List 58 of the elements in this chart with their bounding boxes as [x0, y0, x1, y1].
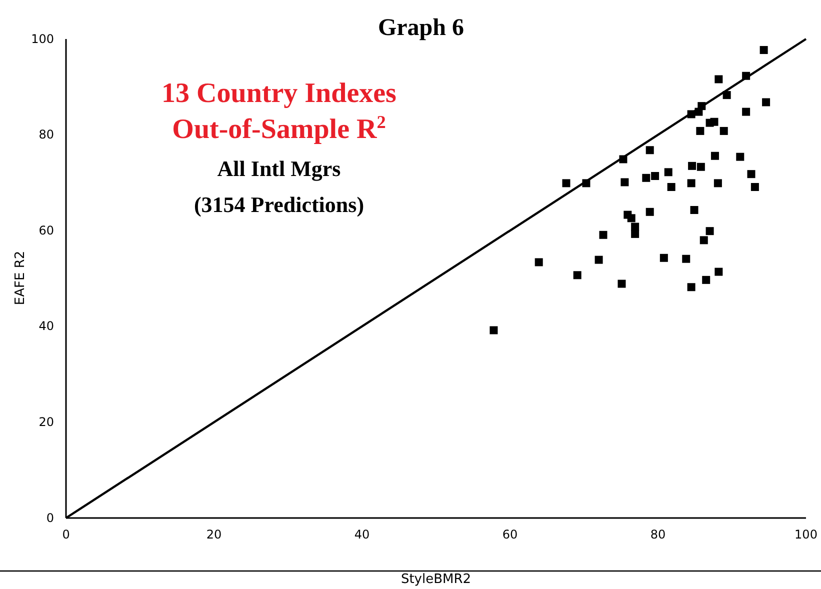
point	[736, 152, 744, 161]
x-tick-label: 80	[650, 528, 666, 542]
point	[714, 179, 722, 188]
annotation: 13 Country Indexes	[162, 78, 397, 109]
chart-title: Graph 6	[378, 15, 464, 41]
point	[642, 174, 650, 182]
y-tick-label: 0	[46, 510, 54, 525]
point	[714, 75, 723, 84]
y-tick-label: 60	[38, 223, 54, 238]
point	[696, 162, 705, 171]
y-tick-label: 100	[31, 32, 54, 46]
point	[687, 179, 696, 188]
point	[618, 280, 626, 288]
x-tick-label: 0	[62, 528, 70, 542]
annotation: Out-of-Sample R$^{2}$	[172, 112, 386, 145]
point	[651, 172, 660, 180]
y-tick-label: 80	[38, 128, 54, 142]
x-tick-label: 20	[206, 528, 222, 542]
point	[646, 146, 654, 154]
point	[742, 108, 750, 116]
point	[690, 206, 698, 214]
point	[682, 254, 690, 263]
annotation: (3154 Predictions)	[194, 192, 364, 217]
point	[664, 168, 672, 176]
point	[490, 326, 498, 334]
point	[720, 126, 728, 135]
point	[702, 276, 710, 284]
point	[631, 230, 640, 238]
x-tick-label: 60	[502, 528, 518, 542]
point	[660, 254, 668, 262]
y-tick-label: 20	[38, 415, 54, 430]
point	[710, 152, 719, 160]
y-tick-label: 40	[38, 319, 54, 334]
point	[687, 283, 696, 292]
point	[562, 179, 570, 188]
annotation: All Intl Mgrs	[217, 156, 342, 181]
point	[646, 208, 654, 216]
point	[706, 227, 714, 236]
point	[627, 214, 636, 222]
y-axis-title: EAFE R2	[13, 250, 28, 306]
x-tick-label: 40	[354, 528, 370, 542]
point	[762, 98, 770, 106]
point	[573, 271, 582, 280]
point	[714, 268, 723, 276]
point	[667, 183, 676, 192]
x-tick-label: 100	[794, 528, 818, 542]
point	[620, 178, 629, 186]
point	[760, 46, 768, 54]
point	[710, 118, 718, 126]
point	[750, 183, 759, 192]
point	[688, 162, 696, 170]
point	[594, 256, 603, 264]
x-axis-title: StyleBMR2	[400, 572, 472, 587]
point	[599, 230, 608, 239]
point	[700, 236, 708, 244]
point	[747, 170, 756, 178]
point	[534, 258, 543, 266]
point	[696, 126, 704, 135]
